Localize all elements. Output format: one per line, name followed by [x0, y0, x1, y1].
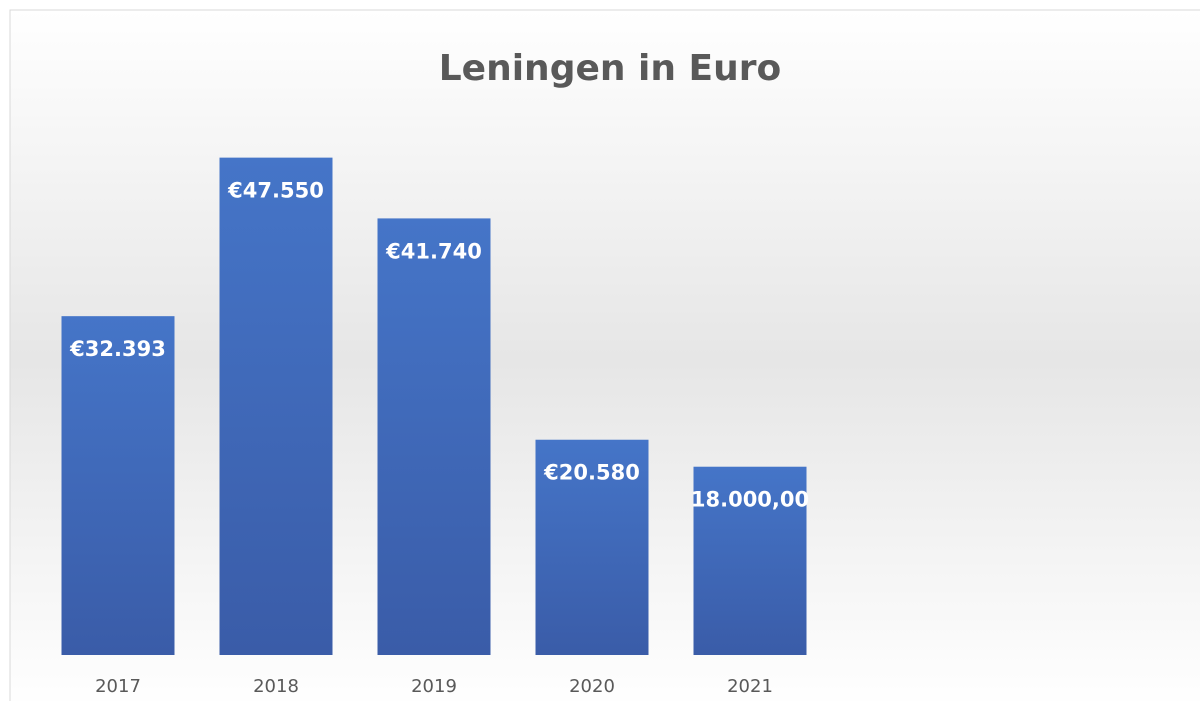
bar [61, 316, 175, 655]
x-tick-label: 2020 [569, 676, 615, 697]
bar [535, 439, 649, 655]
value-label: €32.393 [69, 337, 166, 361]
value-label: €41.740 [385, 239, 482, 263]
x-tick-label: 2021 [727, 676, 773, 697]
value-label: 18.000,00 [691, 488, 809, 512]
bar [693, 466, 807, 655]
value-label: €47.550 [227, 179, 324, 203]
bar [377, 218, 491, 655]
x-tick-label: 2018 [253, 676, 299, 697]
bar [219, 157, 333, 655]
x-tick-label: 2017 [95, 676, 141, 697]
chart-title: Leningen in Euro [439, 48, 782, 89]
x-tick-label: 2019 [411, 676, 457, 697]
value-label: €20.580 [543, 461, 640, 485]
